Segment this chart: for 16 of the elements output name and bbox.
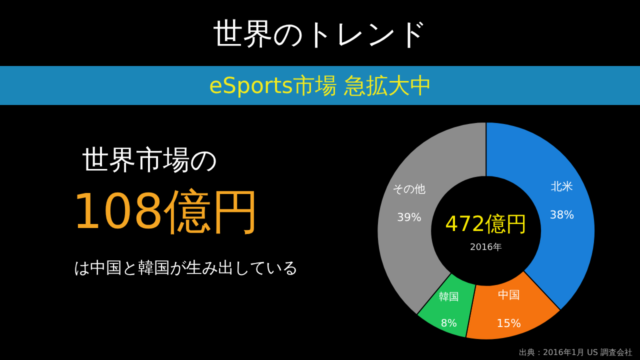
text: 世界市場の	[82, 145, 218, 176]
data-label: 39%	[397, 211, 422, 224]
source-note: 出典：2016年1月 US 調査会社	[519, 348, 632, 357]
slice-label: 北米	[551, 180, 574, 194]
data-label: 38%	[550, 208, 574, 222]
slice-label: その他	[392, 182, 426, 196]
data-label: 15%	[496, 317, 522, 330]
text: は中国と韓国が生み出している	[74, 258, 298, 277]
text: 108億円	[72, 184, 260, 240]
text: 472億円	[445, 212, 528, 236]
chart-title: 世界のトレンド	[213, 17, 428, 52]
data-label: 8%	[440, 318, 458, 330]
text: 2016年	[470, 242, 502, 253]
slice-label: 韓国	[438, 290, 459, 303]
slice-label: 中国	[498, 288, 520, 302]
chart-subtitle: eSports市場 急拡大中	[209, 74, 432, 99]
